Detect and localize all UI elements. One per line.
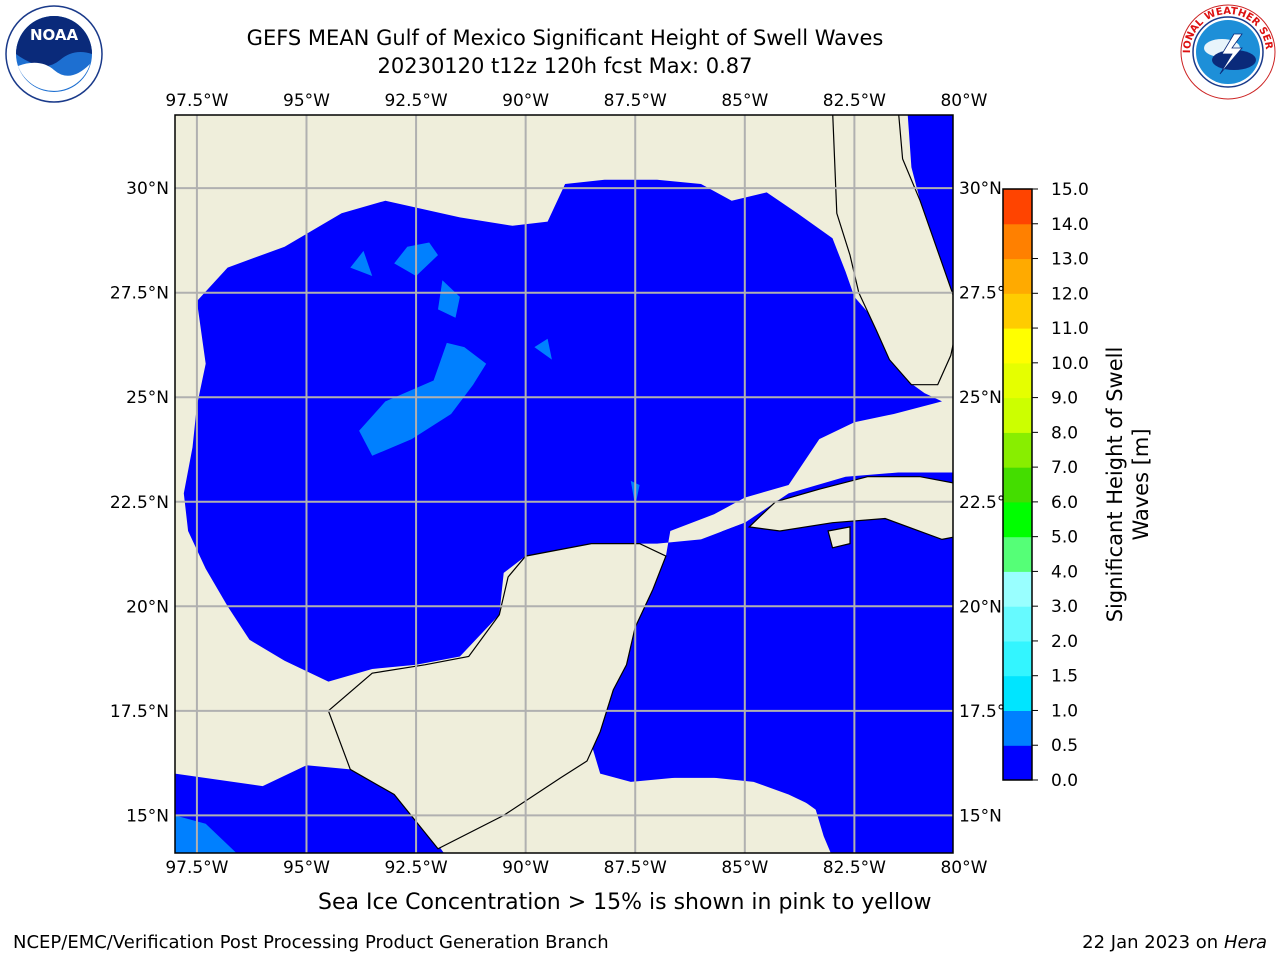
- x-tick-label-bottom: 92.5°W: [384, 858, 447, 878]
- x-tick-label-bottom: 90°W: [502, 858, 549, 878]
- y-tick-label-left: 25°N: [126, 388, 169, 408]
- colorbar-tick-label: 10.0: [1051, 354, 1089, 374]
- colorbar-segment: [1003, 501, 1032, 538]
- x-tick-label-top: 80°W: [940, 91, 987, 111]
- colorbar-tick-label: 13.0: [1051, 250, 1089, 270]
- x-tick-label-top: 87.5°W: [604, 91, 667, 111]
- footer-host: Hera: [1223, 932, 1267, 953]
- map-layer: [175, 115, 953, 853]
- x-tick-label-top: 85°W: [721, 91, 768, 111]
- swell-field-pacific: [175, 765, 444, 853]
- y-tick-label-left: 27.5°N: [110, 284, 169, 304]
- colorbar-segment: [1003, 745, 1032, 781]
- footer-date: 22 Jan 2023 on Hera: [1082, 932, 1267, 953]
- x-tick-label-top: 82.5°W: [823, 91, 886, 111]
- colorbar-label: Significant Height of Swell Waves [m]: [1103, 347, 1153, 623]
- colorbar-tick-label: 3.0: [1051, 597, 1078, 617]
- x-tick-label-bottom: 95°W: [283, 858, 330, 878]
- colorbar-tick-label: 6.0: [1051, 493, 1078, 513]
- y-tick-label-right: 30°N: [959, 179, 1002, 199]
- x-tick-label-bottom: 85°W: [721, 858, 768, 878]
- colorbar-tick-label: 5.0: [1051, 528, 1078, 548]
- plot-frame: [174, 114, 954, 854]
- florida-peninsula: [832, 115, 953, 386]
- colorbar-tick-label: 9.0: [1051, 389, 1078, 409]
- x-tick-label-top: 90°W: [502, 91, 549, 111]
- colorbar-tick-label: 12.0: [1051, 284, 1089, 304]
- y-tick-label-left: 22.5°N: [110, 493, 169, 513]
- colorbar-segment: [1003, 293, 1032, 329]
- swell-patch-3: [438, 280, 460, 318]
- swell-patch-2: [350, 250, 373, 276]
- colorbar-segment: [1003, 397, 1032, 433]
- swell-field-caribbean: [613, 514, 953, 853]
- y-tick-label-left: 30°N: [126, 179, 169, 199]
- x-tick-label-bottom: 82.5°W: [823, 858, 886, 878]
- colorbar-frame: [1002, 188, 1033, 781]
- x-tick-label-bottom: 87.5°W: [604, 858, 667, 878]
- colorbar-segment: [1003, 710, 1032, 746]
- x-tick-label-bottom: 80°W: [940, 858, 987, 878]
- swell-patch-5: [534, 338, 552, 360]
- y-tick-label-right: 25°N: [959, 388, 1002, 408]
- colorbar-segment: [1003, 223, 1032, 260]
- yucatan-peninsula: [327, 542, 667, 850]
- colorbar-segment: [1003, 675, 1032, 711]
- nws-logo: NATIONAL WEATHER SERVICE: [1178, 2, 1276, 100]
- colorbar-label-line2: Waves [m]: [1129, 428, 1153, 540]
- colorbar-tick-label: 14.0: [1051, 215, 1089, 235]
- cuba-island: [747, 476, 953, 541]
- chart-subtitle: 20230120 t12z 120h fcst Max: 0.87: [377, 54, 753, 78]
- y-tick-label-right: 20°N: [959, 597, 1002, 617]
- footer-credit: NCEP/EMC/Verification Post Processing Pr…: [13, 932, 609, 953]
- y-tick-label-left: 17.5°N: [110, 702, 169, 722]
- isla-de-la-juventud: [827, 526, 851, 549]
- colorbar-tick-label: 7.0: [1051, 458, 1078, 478]
- colorbar-tick-label: 0.5: [1051, 736, 1078, 756]
- y-tick-label-left: 15°N: [126, 806, 169, 826]
- colorbar-segment: [1003, 432, 1032, 468]
- x-tick-label-bottom: 97.5°W: [165, 858, 228, 878]
- x-tick-label-top: 92.5°W: [384, 91, 447, 111]
- y-tick-label-left: 20°N: [126, 597, 169, 617]
- colorbar-tick-label: 8.0: [1051, 423, 1078, 443]
- colorbar-tick-label: 0.0: [1051, 771, 1078, 791]
- colorbar-segment: [1003, 536, 1032, 572]
- colorbar-segment: [1003, 606, 1032, 642]
- x-tick-label-top: 97.5°W: [165, 91, 228, 111]
- noaa-logo: NOAA: [5, 5, 103, 103]
- colorbar-label-line1: Significant Height of Swell: [1103, 347, 1127, 623]
- colorbar-tick-label: 2.0: [1051, 632, 1078, 652]
- colorbar-segment: [1003, 467, 1032, 503]
- swell-patch-4: [359, 342, 487, 456]
- x-tick-label-top: 95°W: [283, 91, 330, 111]
- colorbar-segment: [1003, 258, 1032, 294]
- swell-patch-pacific: [175, 815, 237, 853]
- colorbar-tick-label: 15.0: [1051, 180, 1089, 200]
- noaa-logo-text: NOAA: [30, 26, 79, 44]
- y-tick-label-right: 15°N: [959, 806, 1002, 826]
- chart-title: GEFS MEAN Gulf of Mexico Significant Hei…: [246, 26, 884, 50]
- colorbar-tick-label: 1.5: [1051, 667, 1078, 687]
- colorbar-segment: [1003, 328, 1032, 364]
- colorbar-tick-label: 4.0: [1051, 562, 1078, 582]
- colorbar-tick-label: 1.0: [1051, 701, 1078, 721]
- colorbar-tick-label: 11.0: [1051, 319, 1089, 339]
- colorbar-segment: [1003, 571, 1032, 607]
- colorbar-segment: [1003, 189, 1032, 225]
- colorbar-segment: [1003, 362, 1032, 399]
- colorbar-segment: [1003, 640, 1032, 677]
- sea-ice-note: Sea Ice Concentration > 15% is shown in …: [318, 890, 932, 915]
- footer-date-text: 22 Jan 2023 on: [1082, 932, 1224, 953]
